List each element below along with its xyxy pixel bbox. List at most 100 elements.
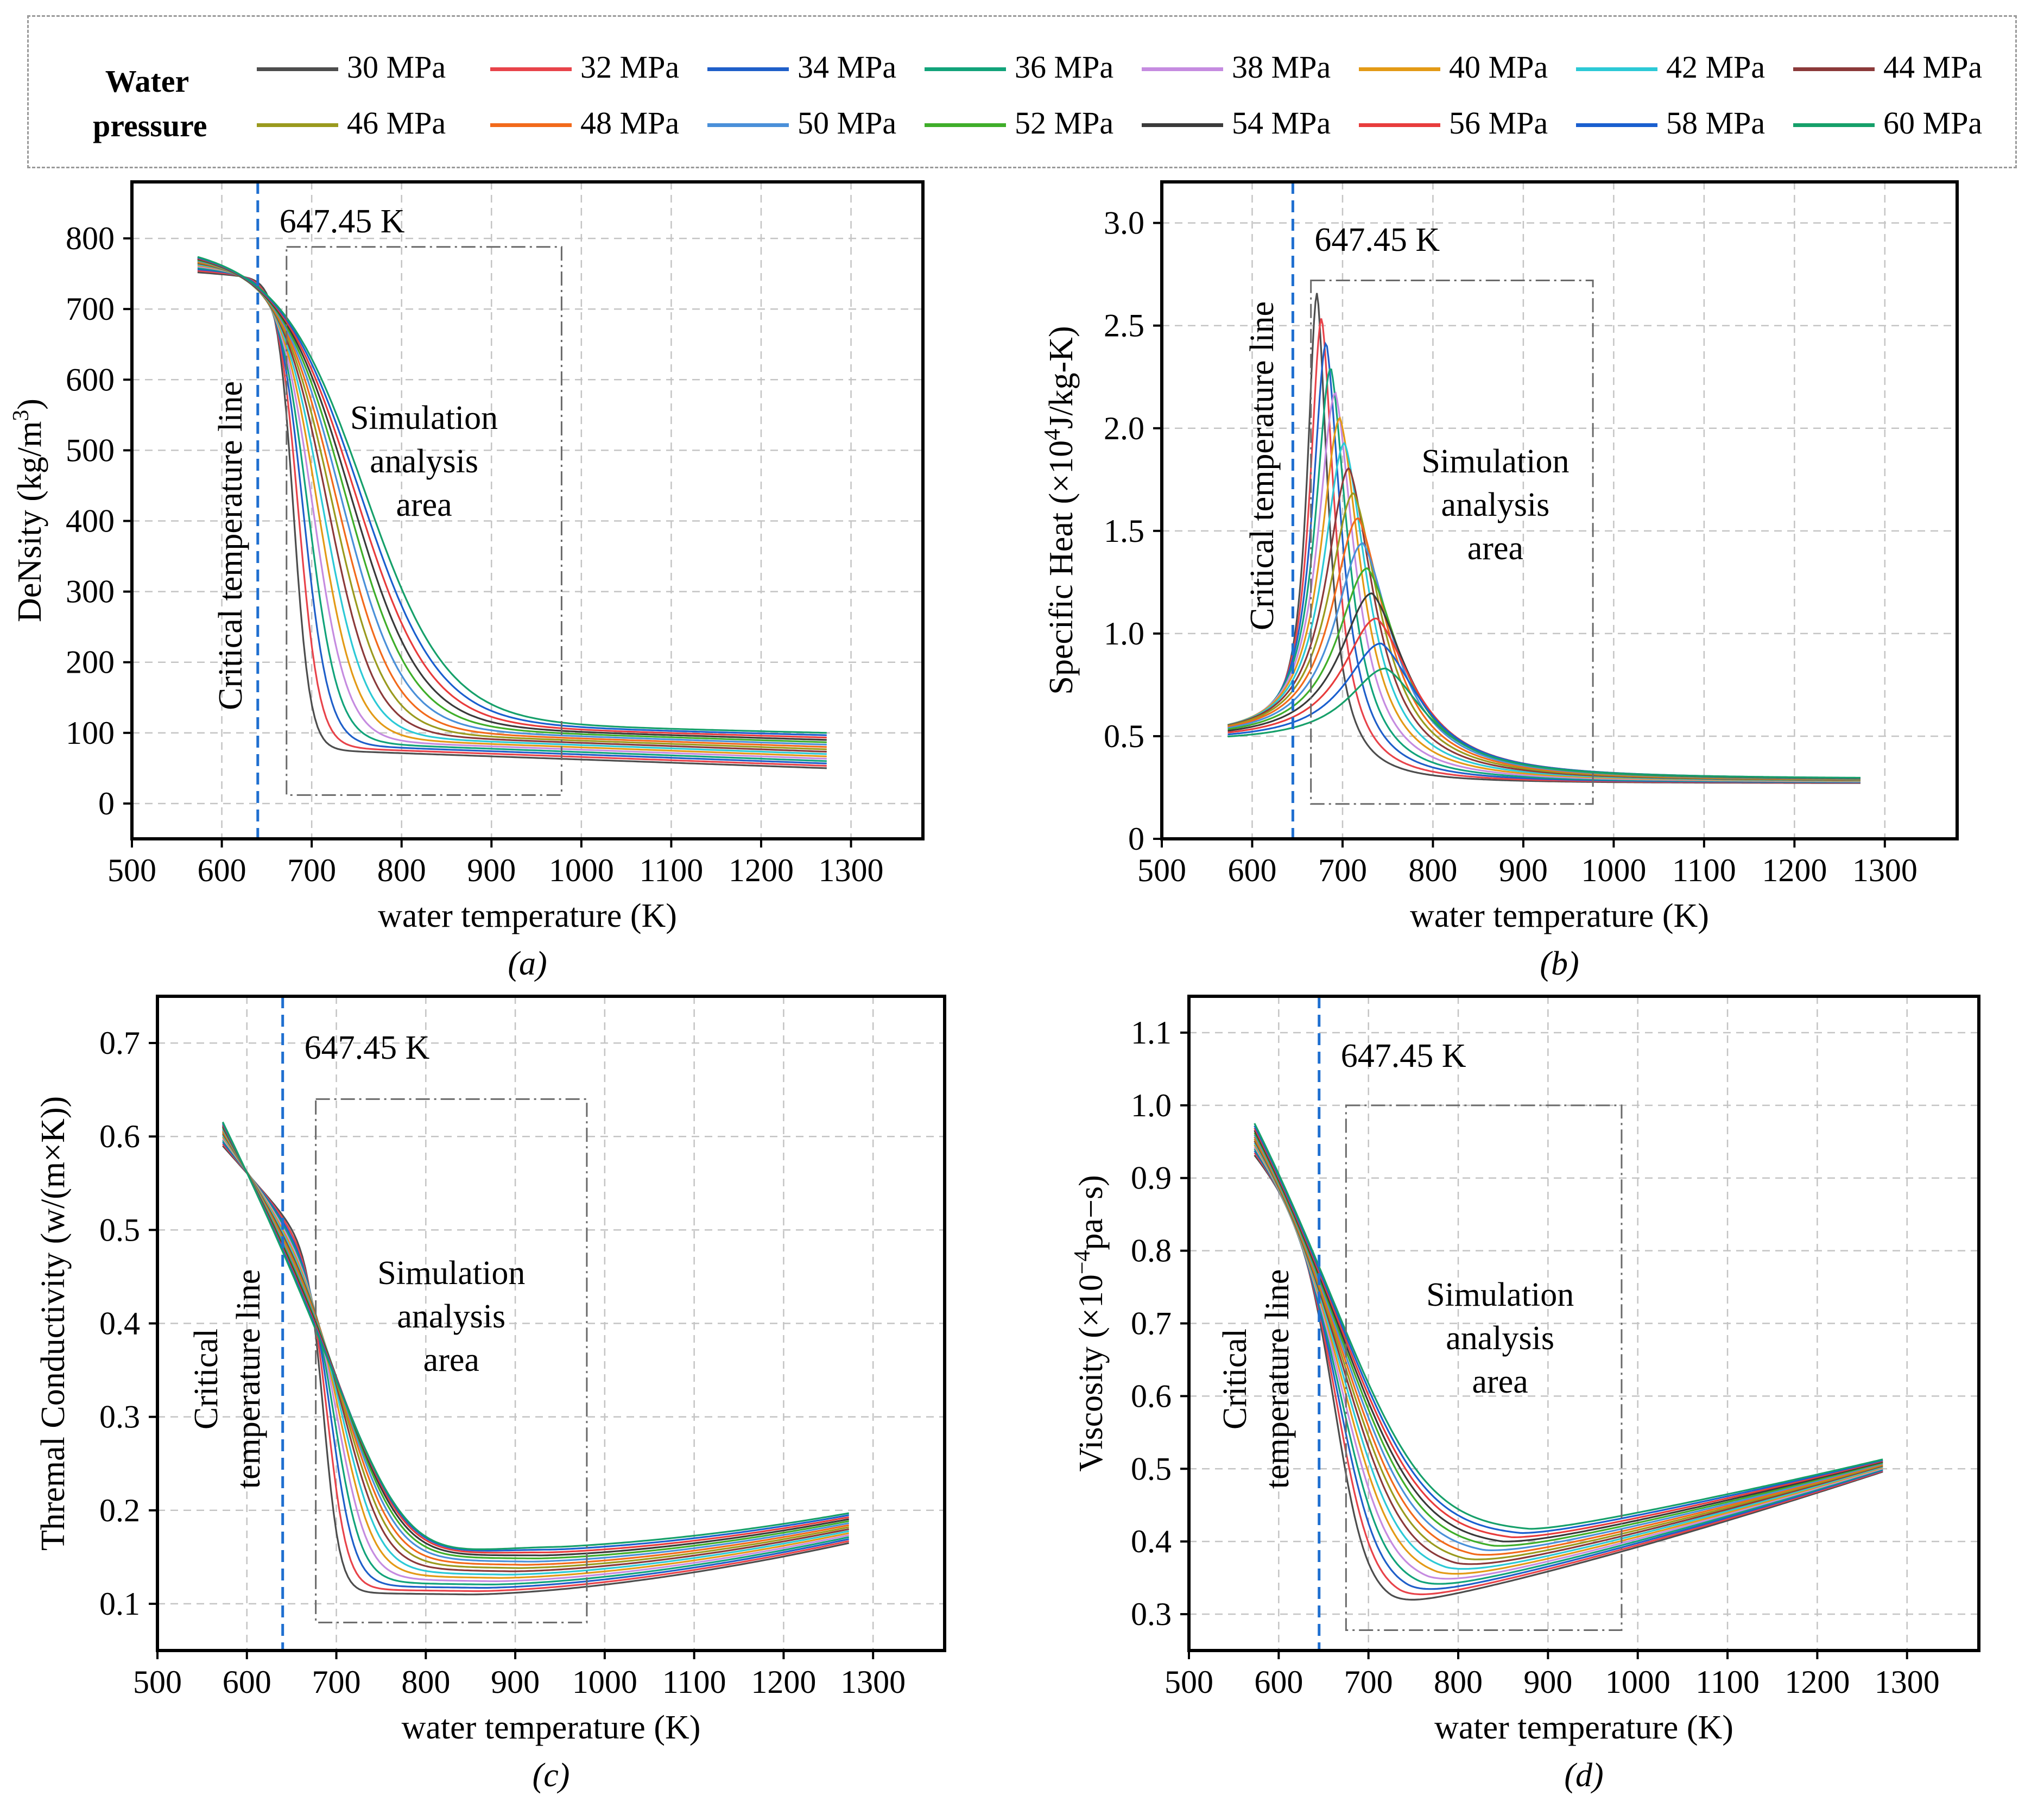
- legend-swatch: [1576, 67, 1657, 71]
- legend-swatch: [707, 67, 789, 71]
- critical-label: 647.45 K: [1314, 222, 1440, 258]
- legend-item: 58 MPa: [1576, 103, 1809, 146]
- series-line: [1254, 1144, 1883, 1575]
- series-line: [1227, 542, 1861, 780]
- area-text: area: [1467, 530, 1523, 567]
- x-tick-label: 1300: [1875, 1664, 1940, 1700]
- series-line: [197, 268, 827, 764]
- series-line: [222, 1145, 850, 1596]
- x-tick-label: 1300: [819, 852, 884, 888]
- series-line: [222, 1138, 850, 1583]
- legend-item: 46 MPa: [257, 103, 490, 146]
- legend-item: 40 MPa: [1359, 47, 1592, 90]
- x-tick-label: 800: [401, 1664, 450, 1700]
- x-tick-label: 1000: [1605, 1664, 1670, 1700]
- legend-swatch: [707, 123, 789, 127]
- legend-swatch: [1576, 123, 1657, 127]
- legend-label: 34 MPa: [798, 49, 897, 85]
- legend-swatch: [925, 67, 1006, 71]
- area-text: analysis: [397, 1298, 505, 1335]
- series-line: [197, 259, 827, 743]
- panel-label: (c): [533, 1757, 570, 1794]
- legend-item: 52 MPa: [925, 103, 1158, 146]
- series-line: [197, 261, 827, 748]
- plot-frame: [1160, 180, 1959, 840]
- series-line: [197, 271, 827, 769]
- legend-label: 52 MPa: [1015, 105, 1114, 141]
- critical-text: Critical temperature line: [1244, 301, 1281, 630]
- x-tick-label: 1300: [840, 1664, 906, 1700]
- y-axis-label-end: J/kg-K): [1043, 326, 1080, 428]
- legend-swatch: [1793, 123, 1875, 127]
- legend-swatch: [490, 123, 572, 127]
- x-tick-label: 600: [1254, 1664, 1303, 1700]
- y-tick-label: 0.3: [99, 1399, 140, 1435]
- legend-label: 38 MPa: [1232, 49, 1331, 85]
- legend-label: 44 MPa: [1883, 49, 1983, 85]
- y-tick-label: 0.4: [99, 1306, 140, 1342]
- y-tick-label: 0.1: [99, 1586, 140, 1622]
- critical-text: Critical: [188, 1329, 225, 1430]
- legend-swatch: [1142, 67, 1223, 71]
- x-tick-label: 500: [1137, 852, 1186, 888]
- y-axis-label: Specific Heat (×104J/kg-K): [1040, 326, 1080, 694]
- series-line: [222, 1121, 849, 1551]
- legend-label: 36 MPa: [1015, 49, 1114, 85]
- y-axis-label: DeNsity (kg/m3): [9, 399, 48, 622]
- y-axis-label: Thremal Conductivity (w/(m×K)): [35, 1096, 72, 1551]
- y-tick-label: 2.5: [1104, 308, 1144, 344]
- x-tick-label: 600: [223, 1664, 271, 1700]
- y-axis-label-sup: 3: [9, 410, 34, 421]
- x-tick-label: 800: [377, 852, 426, 888]
- x-tick-label: 600: [1227, 852, 1276, 888]
- x-tick-label: 1100: [640, 852, 704, 888]
- panel-label: (a): [508, 945, 547, 982]
- x-tick-label: 700: [1318, 852, 1367, 888]
- y-tick-label: 0.6: [1131, 1378, 1172, 1414]
- area-text: Simulation: [1421, 443, 1569, 480]
- area-text: analysis: [1441, 486, 1550, 523]
- y-tick-label: 0.5: [1104, 718, 1144, 754]
- simulation-area-box: [1345, 1104, 1623, 1632]
- y-tick-label: 100: [66, 715, 115, 751]
- x-tick-label: 500: [107, 852, 156, 888]
- area-text: area: [1472, 1363, 1528, 1400]
- simulation-area-box: [286, 246, 562, 796]
- y-tick-label: 1.5: [1104, 513, 1144, 549]
- x-tick-label: 800: [1434, 1664, 1483, 1700]
- series-line: [1227, 642, 1861, 779]
- x-tick-label: 900: [491, 1664, 540, 1700]
- y-tick-label: 400: [66, 503, 115, 539]
- area-text: Simulation: [1426, 1276, 1574, 1313]
- x-tick-label: 1000: [1581, 852, 1646, 888]
- legend-title: Water pressure: [93, 59, 207, 148]
- legend-item: 54 MPa: [1142, 103, 1375, 146]
- legend-label: 60 MPa: [1883, 105, 1983, 141]
- legend-item: 42 MPa: [1576, 47, 1809, 90]
- y-tick-label: 1.1: [1131, 1015, 1172, 1051]
- legend-label: 46 MPa: [347, 105, 446, 141]
- series-line: [197, 258, 827, 741]
- x-tick-label: 700: [287, 852, 336, 888]
- y-tick-label: 200: [66, 644, 115, 680]
- legend-item: 36 MPa: [925, 47, 1158, 90]
- series-line: [1254, 1152, 1883, 1596]
- legend-item: 44 MPa: [1793, 47, 2027, 90]
- x-tick-label: 900: [1499, 852, 1548, 888]
- x-tick-label: 900: [467, 852, 516, 888]
- series-line: [1254, 1150, 1883, 1590]
- series-line: [1254, 1136, 1883, 1556]
- series-line: [197, 265, 827, 760]
- x-tick-label: 1000: [572, 1664, 637, 1700]
- y-axis-label-main: Thremal Conductivity (w/(m×K)): [35, 1096, 72, 1551]
- series-line: [1254, 1123, 1883, 1530]
- x-axis-label: water temperature (K): [1410, 897, 1709, 934]
- legend-label: 54 MPa: [1232, 105, 1331, 141]
- y-tick-label: 0.3: [1131, 1596, 1172, 1632]
- legend-label: 42 MPa: [1666, 49, 1765, 85]
- series-line: [197, 256, 827, 736]
- x-tick-label: 1200: [729, 852, 794, 888]
- legend-swatch: [925, 123, 1006, 127]
- panel-label: (d): [1564, 1757, 1603, 1794]
